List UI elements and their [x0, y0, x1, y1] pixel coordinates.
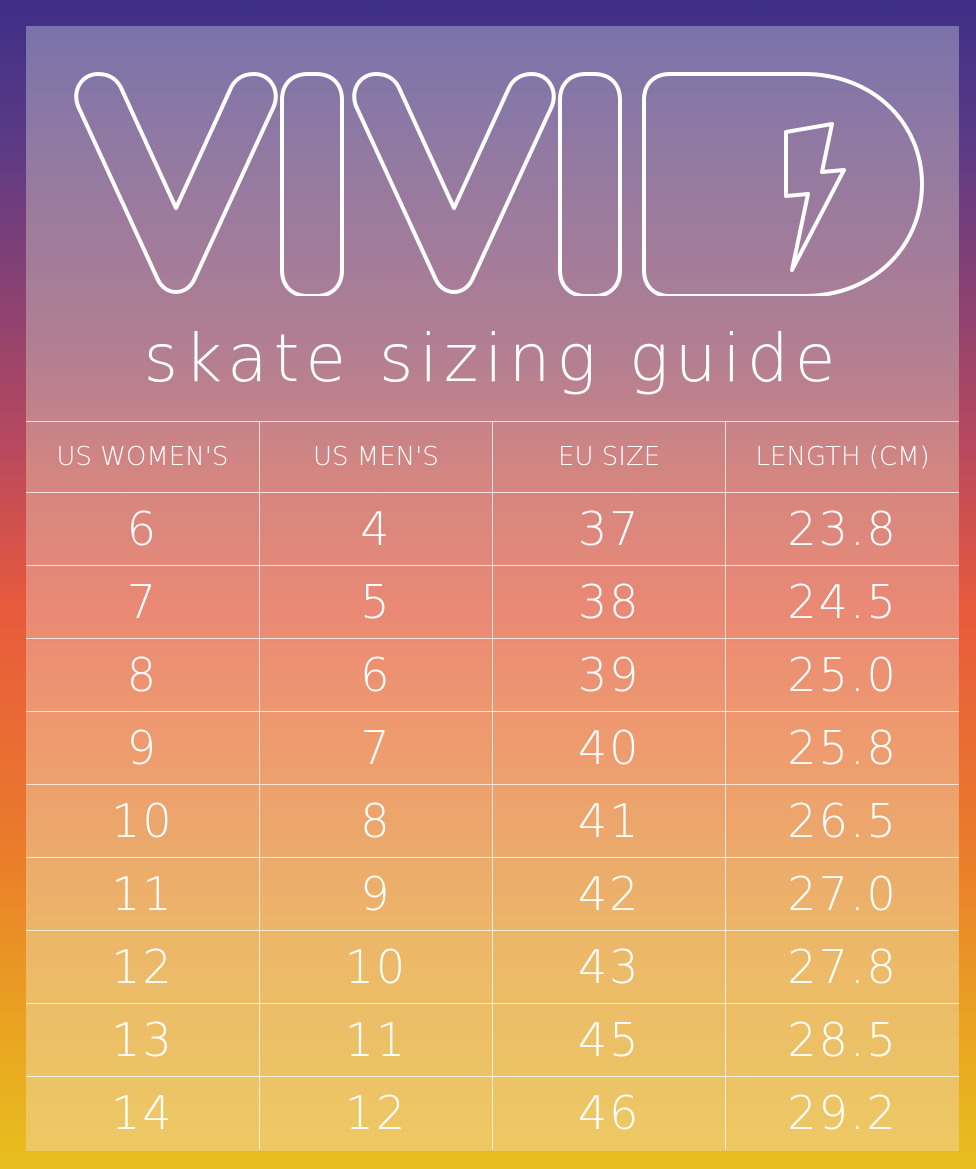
- table-row: 10 8 41 26.5: [26, 784, 959, 858]
- cell-length-cm: 28.5: [725, 1003, 959, 1077]
- cell-length-cm: 27.8: [725, 930, 959, 1004]
- cell-us-mens: 4: [258, 492, 494, 566]
- cell-us-mens: 9: [258, 857, 494, 931]
- table-row: 7 5 38 24.5: [26, 565, 959, 639]
- table-row: 12 10 43 27.8: [26, 930, 959, 1004]
- cell-us-womens: 8: [26, 638, 260, 712]
- cell-eu-size: 38: [491, 565, 727, 639]
- column-header-us-womens: US WOMEN'S: [26, 421, 260, 493]
- size-table: US WOMEN'S US MEN'S EU SIZE LENGTH (CM) …: [26, 421, 959, 1149]
- cell-us-womens: 13: [26, 1003, 260, 1077]
- cell-eu-size: 37: [491, 492, 727, 566]
- cell-length-cm: 29.2: [725, 1076, 959, 1149]
- cell-us-womens: 6: [26, 492, 260, 566]
- cell-eu-size: 42: [491, 857, 727, 931]
- cell-us-womens: 12: [26, 930, 260, 1004]
- table-header-row: US WOMEN'S US MEN'S EU SIZE LENGTH (CM): [26, 421, 959, 493]
- cell-eu-size: 46: [491, 1076, 727, 1149]
- sizing-guide-panel: skate sizing guide US WOMEN'S US MEN'S E…: [26, 26, 959, 1151]
- cell-us-mens: 11: [258, 1003, 494, 1077]
- logo-letter-d: [642, 72, 924, 296]
- cell-us-womens: 7: [26, 565, 260, 639]
- column-header-length-cm: LENGTH (CM): [725, 421, 959, 493]
- logo-letter-v-2: [352, 72, 556, 294]
- logo-letter-v: [74, 72, 278, 294]
- cell-eu-size: 40: [491, 711, 727, 785]
- lightning-bolt-icon: [784, 122, 846, 272]
- cell-us-womens: 14: [26, 1076, 260, 1149]
- vivid-logo: [74, 72, 924, 296]
- page-subtitle: skate sizing guide: [143, 320, 842, 397]
- cell-length-cm: 24.5: [725, 565, 959, 639]
- cell-length-cm: 25.8: [725, 711, 959, 785]
- cell-us-womens: 9: [26, 711, 260, 785]
- cell-us-mens: 10: [258, 930, 494, 1004]
- cell-eu-size: 41: [491, 784, 727, 858]
- cell-length-cm: 25.0: [725, 638, 959, 712]
- cell-eu-size: 39: [491, 638, 727, 712]
- logo-letter-i: [280, 72, 344, 296]
- column-header-eu-size: EU SIZE: [491, 421, 727, 493]
- cell-us-mens: 8: [258, 784, 494, 858]
- cell-us-mens: 6: [258, 638, 494, 712]
- logo-letter-i-2: [558, 72, 622, 296]
- cell-us-mens: 7: [258, 711, 494, 785]
- table-row: 8 6 39 25.0: [26, 638, 959, 712]
- cell-us-womens: 11: [26, 857, 260, 931]
- cell-us-mens: 12: [258, 1076, 494, 1149]
- cell-length-cm: 23.8: [725, 492, 959, 566]
- cell-eu-size: 43: [491, 930, 727, 1004]
- column-header-us-mens: US MEN'S: [258, 421, 494, 493]
- table-row: 6 4 37 23.8: [26, 492, 959, 566]
- table-row: 9 7 40 25.8: [26, 711, 959, 785]
- cell-us-mens: 5: [258, 565, 494, 639]
- cell-length-cm: 27.0: [725, 857, 959, 931]
- cell-eu-size: 45: [491, 1003, 727, 1077]
- cell-length-cm: 26.5: [725, 784, 959, 858]
- cell-us-womens: 10: [26, 784, 260, 858]
- table-row: 14 12 46 29.2: [26, 1076, 959, 1149]
- table-row: 11 9 42 27.0: [26, 857, 959, 931]
- table-row: 13 11 45 28.5: [26, 1003, 959, 1077]
